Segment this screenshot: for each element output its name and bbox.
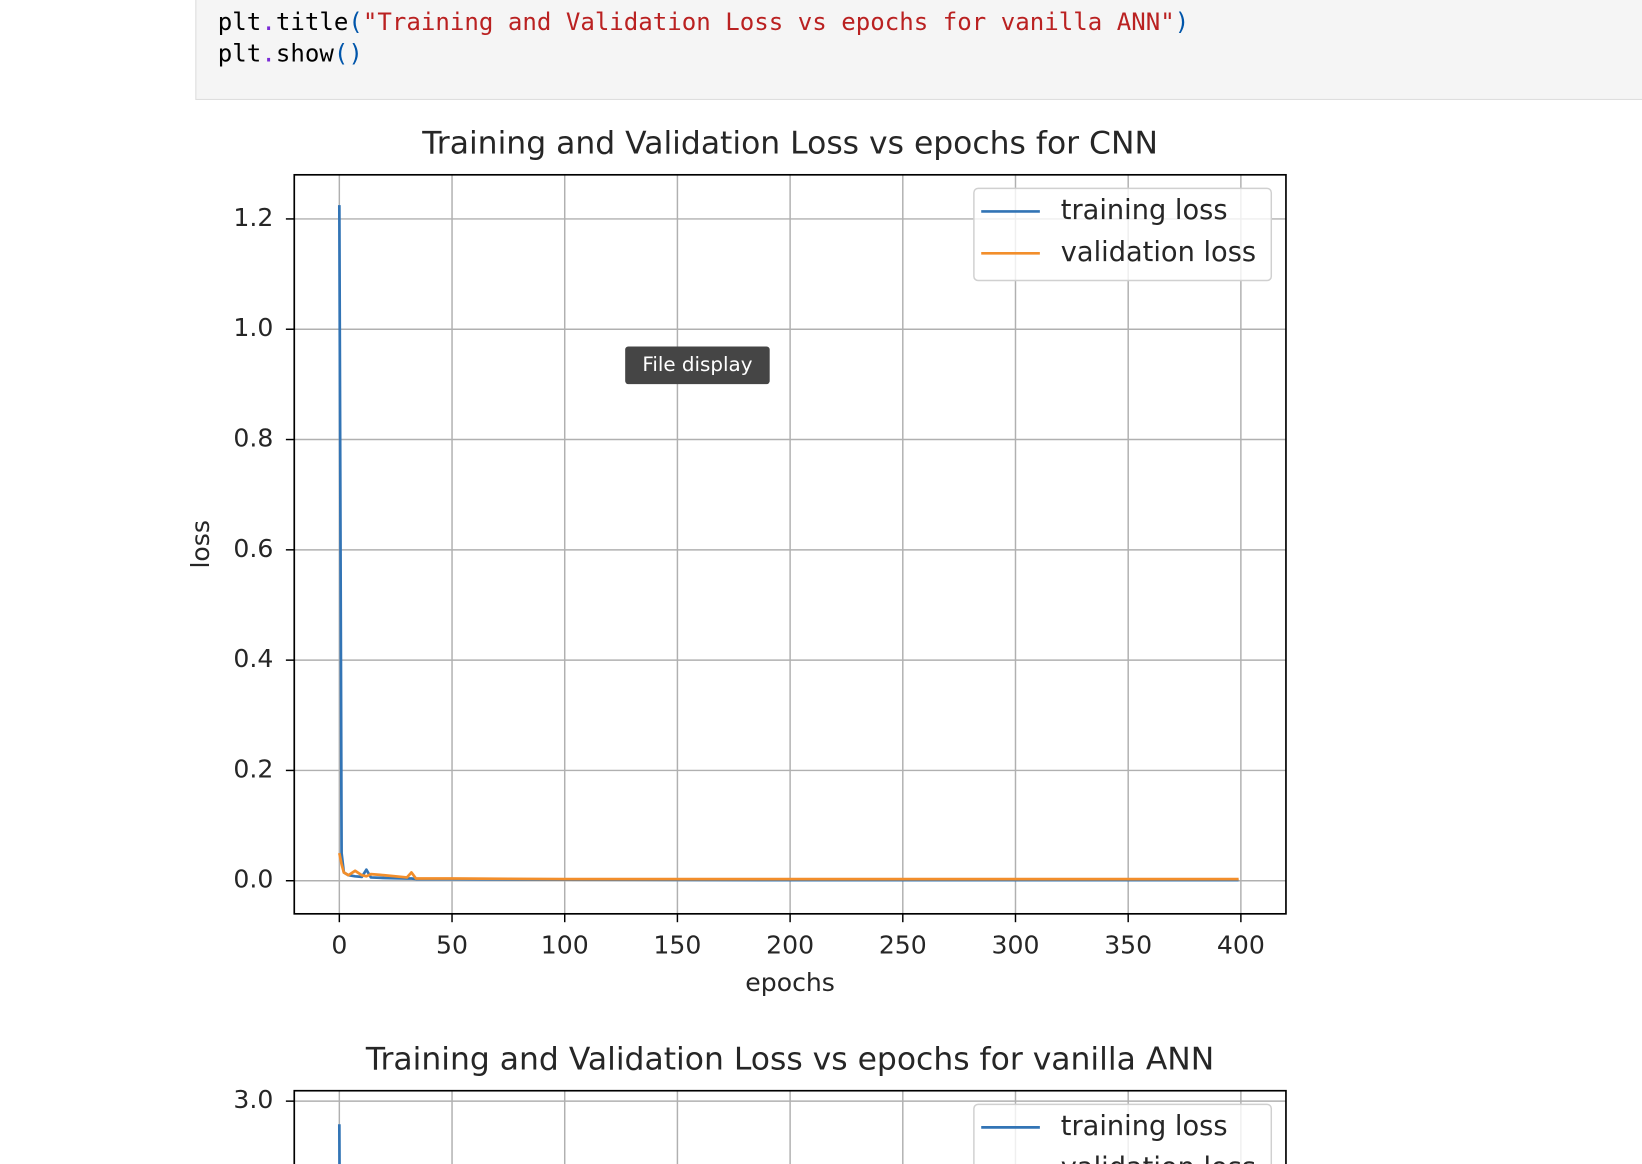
- code-token: plt: [218, 8, 262, 36]
- y-axis-label: loss: [186, 520, 215, 569]
- code-token: .: [261, 8, 276, 36]
- series-line: [337, 1124, 341, 1164]
- code-token: "Training and Validation Loss vs epochs …: [363, 8, 1175, 36]
- code-line: plt.show(): [218, 39, 363, 67]
- code-token: title: [276, 8, 348, 36]
- y-tick-label: 0.2: [233, 754, 273, 783]
- y-tick-label: 0.8: [233, 424, 273, 453]
- code-token: show: [276, 39, 335, 67]
- code-token: (: [348, 8, 363, 36]
- y-tick-label: 1.0: [233, 313, 273, 342]
- code-token: .: [261, 39, 276, 67]
- code-block: plt.title("Training and Validation Loss …: [218, 8, 1189, 67]
- x-tick-label: 400: [1217, 930, 1265, 959]
- legend-box: [973, 1103, 1273, 1164]
- legend: training loss validation loss: [973, 1103, 1273, 1164]
- axes-frame: [293, 173, 1287, 915]
- code-token: plt: [218, 39, 262, 67]
- y-tick-label: 0.0: [233, 865, 273, 894]
- chart: Training and Validation Loss vs epochs f…: [186, 125, 1287, 997]
- tooltip-box: [625, 346, 770, 385]
- series-line: [338, 852, 1239, 881]
- code-line: plt.title("Training and Validation Loss …: [218, 8, 1189, 36]
- x-tick-label: 50: [436, 930, 468, 959]
- x-tick-label: 150: [653, 930, 701, 959]
- x-tick-label: 300: [992, 930, 1040, 959]
- x-tick-label: 200: [766, 930, 814, 959]
- charts: Training and Validation Loss vs epochs f…: [186, 125, 1287, 1164]
- code-token: ): [1175, 8, 1190, 36]
- x-tick-label: 350: [1104, 930, 1152, 959]
- series-line: [337, 205, 1239, 882]
- x-tick-label: 250: [879, 930, 927, 959]
- x-tick-label: 100: [541, 930, 589, 959]
- legend-label: validation loss: [1061, 1153, 1256, 1164]
- tooltip: File display: [625, 346, 770, 385]
- y-tick-label: 1.2: [233, 203, 273, 232]
- y-tick-label: 0.6: [233, 534, 273, 563]
- code-token: (): [334, 39, 363, 67]
- x-axis-label: epochs: [745, 968, 835, 997]
- tooltip-text: File display: [642, 353, 752, 376]
- legend-label: training loss: [1061, 195, 1228, 226]
- chart-title: Training and Validation Loss vs epochs f…: [421, 125, 1158, 161]
- legend-box: [973, 187, 1273, 282]
- x-tick-label: 0: [331, 930, 347, 959]
- chart: Training and Validation Loss vs epochs f…: [233, 1041, 1287, 1164]
- code-cell[interactable]: [195, 0, 1642, 100]
- chart-title: Training and Validation Loss vs epochs f…: [365, 1041, 1214, 1077]
- axes-frame: [293, 1089, 1287, 1164]
- legend: training loss validation loss: [973, 187, 1273, 282]
- y-tick-label: 0.4: [233, 644, 273, 673]
- y-tick-label: 3.0: [233, 1085, 273, 1114]
- legend-label: validation loss: [1061, 237, 1256, 268]
- legend-label: training loss: [1061, 1111, 1228, 1142]
